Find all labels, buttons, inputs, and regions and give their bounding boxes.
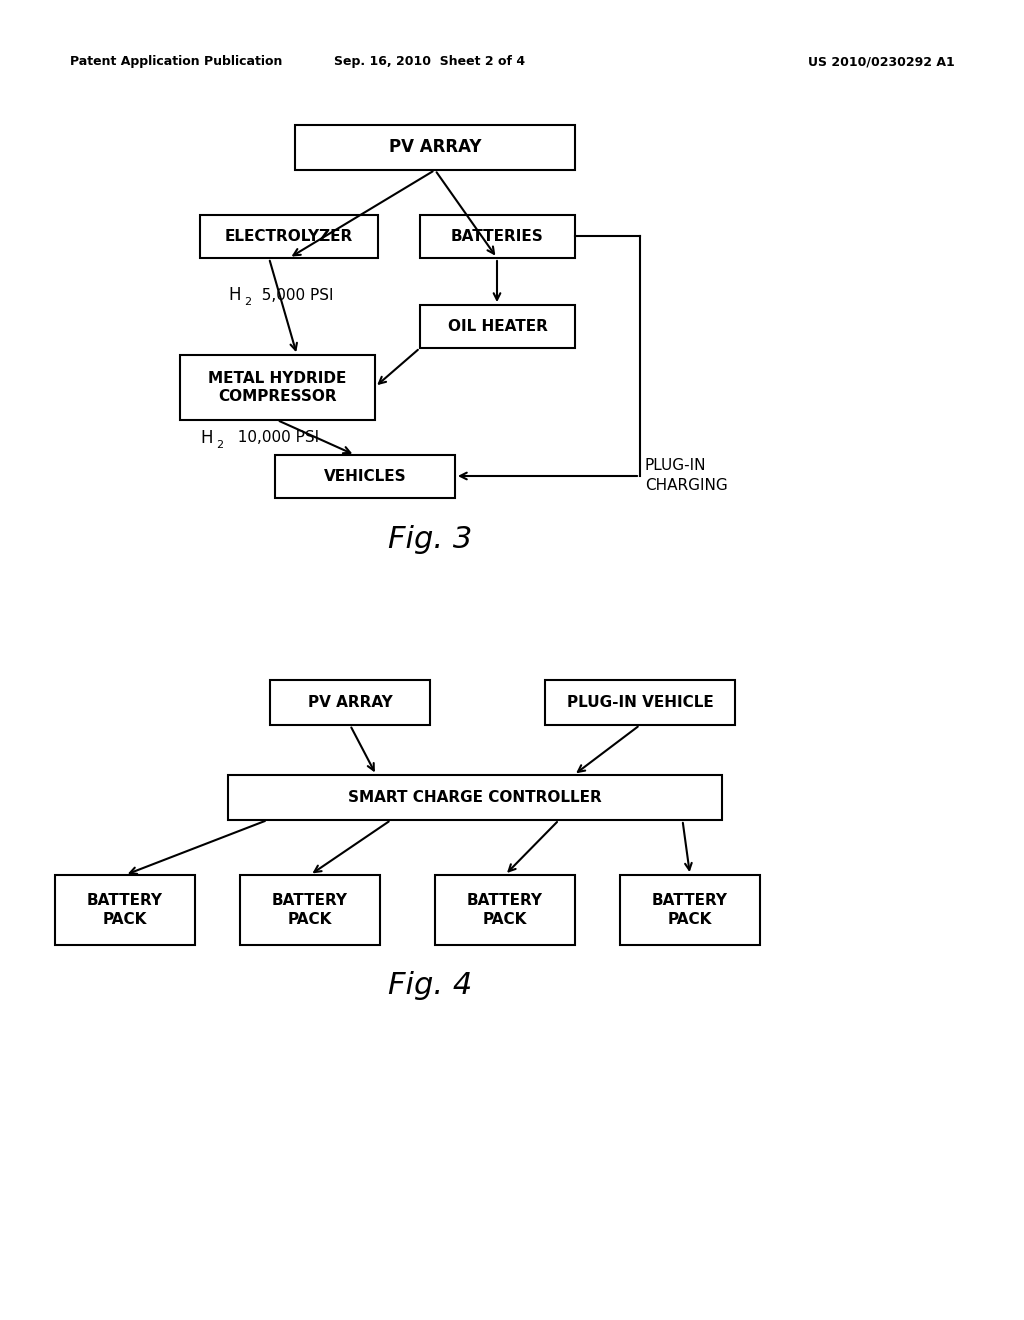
Text: US 2010/0230292 A1: US 2010/0230292 A1 (808, 55, 955, 69)
Text: H: H (228, 286, 241, 304)
FancyBboxPatch shape (270, 680, 430, 725)
Text: OIL HEATER: OIL HEATER (447, 319, 548, 334)
Text: BATTERY
PACK: BATTERY PACK (467, 894, 543, 927)
Text: BATTERIES: BATTERIES (452, 228, 544, 244)
Text: Patent Application Publication: Patent Application Publication (70, 55, 283, 69)
Text: BATTERY
PACK: BATTERY PACK (652, 894, 728, 927)
Text: Sep. 16, 2010  Sheet 2 of 4: Sep. 16, 2010 Sheet 2 of 4 (335, 55, 525, 69)
FancyBboxPatch shape (545, 680, 735, 725)
Text: PLUG-IN VEHICLE: PLUG-IN VEHICLE (566, 696, 714, 710)
Text: 5,000 PSI: 5,000 PSI (252, 288, 334, 302)
FancyBboxPatch shape (435, 875, 575, 945)
Text: Fig. 3: Fig. 3 (388, 525, 472, 554)
Text: PLUG-IN: PLUG-IN (645, 458, 707, 473)
Text: CHARGING: CHARGING (645, 478, 728, 492)
Text: BATTERY
PACK: BATTERY PACK (272, 894, 348, 927)
Text: ELECTROLYZER: ELECTROLYZER (225, 228, 353, 244)
FancyBboxPatch shape (420, 305, 575, 348)
FancyBboxPatch shape (200, 215, 378, 257)
Text: BATTERY
PACK: BATTERY PACK (87, 894, 163, 927)
FancyBboxPatch shape (275, 455, 455, 498)
FancyBboxPatch shape (180, 355, 375, 420)
FancyBboxPatch shape (295, 125, 575, 170)
FancyBboxPatch shape (420, 215, 575, 257)
Text: SMART CHARGE CONTROLLER: SMART CHARGE CONTROLLER (348, 789, 602, 805)
Text: 2: 2 (244, 297, 251, 308)
Text: Fig. 4: Fig. 4 (388, 970, 472, 999)
FancyBboxPatch shape (55, 875, 195, 945)
Text: H: H (200, 429, 213, 447)
Text: PV ARRAY: PV ARRAY (307, 696, 392, 710)
Text: METAL HYDRIDE
COMPRESSOR: METAL HYDRIDE COMPRESSOR (208, 371, 347, 404)
FancyBboxPatch shape (620, 875, 760, 945)
FancyBboxPatch shape (228, 775, 722, 820)
Text: PV ARRAY: PV ARRAY (389, 139, 481, 157)
FancyBboxPatch shape (240, 875, 380, 945)
Text: VEHICLES: VEHICLES (324, 469, 407, 484)
Text: 2: 2 (216, 440, 223, 450)
Text: 10,000 PSI: 10,000 PSI (228, 430, 319, 446)
